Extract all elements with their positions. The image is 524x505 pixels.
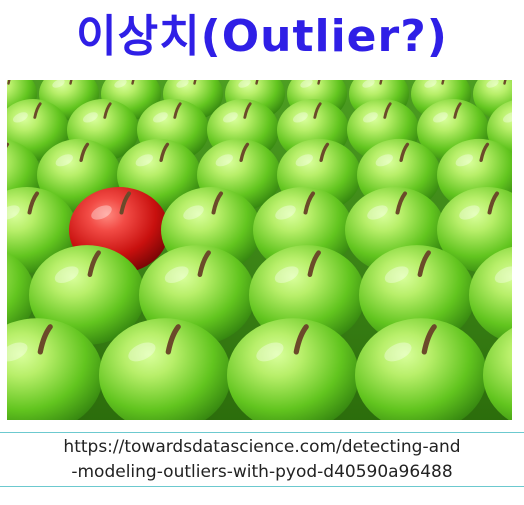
page-title: 이상치(Outlier?): [76, 11, 448, 62]
green-apple: [227, 318, 359, 420]
green-apple: [7, 318, 103, 420]
source-caption: https://towardsdatascience.com/detecting…: [0, 432, 524, 487]
apples-illustration: [7, 80, 512, 420]
green-apple: [7, 252, 35, 338]
caption-line-1[interactable]: https://towardsdatascience.com/detecting…: [63, 437, 461, 457]
apples-photo: [7, 80, 512, 420]
green-apple: [99, 318, 231, 420]
caption-line-2[interactable]: -modeling-outliers-with-pyod-d40590a9648…: [71, 462, 453, 482]
green-apple: [437, 187, 512, 273]
green-apple: [469, 246, 512, 344]
green-apple: [29, 245, 145, 345]
green-apple: [355, 318, 487, 420]
green-apple: [359, 245, 475, 345]
green-apple: [483, 328, 512, 420]
